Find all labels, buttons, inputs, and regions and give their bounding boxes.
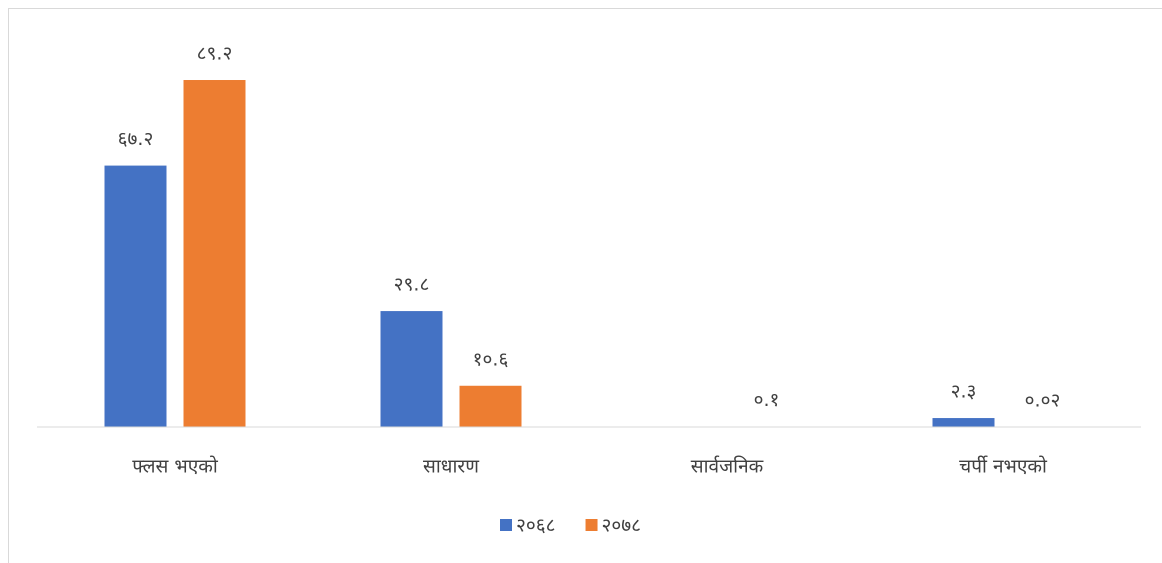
bar <box>932 418 995 427</box>
data-label: २९.८ <box>394 274 430 296</box>
legend-swatch <box>500 519 512 531</box>
legend-label: २०७८ <box>602 515 642 537</box>
x-tick-label: साधारण <box>423 456 479 478</box>
data-label: ०.०२ <box>1025 389 1061 411</box>
data-label: २.३ <box>951 381 977 403</box>
data-label: ६७.२ <box>118 128 154 150</box>
data-label: १०.६ <box>473 348 509 370</box>
chart-border <box>8 8 1162 563</box>
x-tick-label: फ्लस भएको <box>132 455 219 478</box>
data-label: ८९.२ <box>197 43 233 65</box>
bar <box>183 80 246 428</box>
legend-label: २०६८ <box>516 515 556 537</box>
bar <box>104 165 167 428</box>
bar <box>459 385 522 427</box>
x-tick-label: सार्वजनिक <box>691 455 764 478</box>
bar <box>380 311 443 427</box>
legend-swatch <box>585 519 598 531</box>
x-tick-label: चर्पी नभएको <box>959 455 1048 478</box>
data-label: ०.१ <box>754 389 780 411</box>
